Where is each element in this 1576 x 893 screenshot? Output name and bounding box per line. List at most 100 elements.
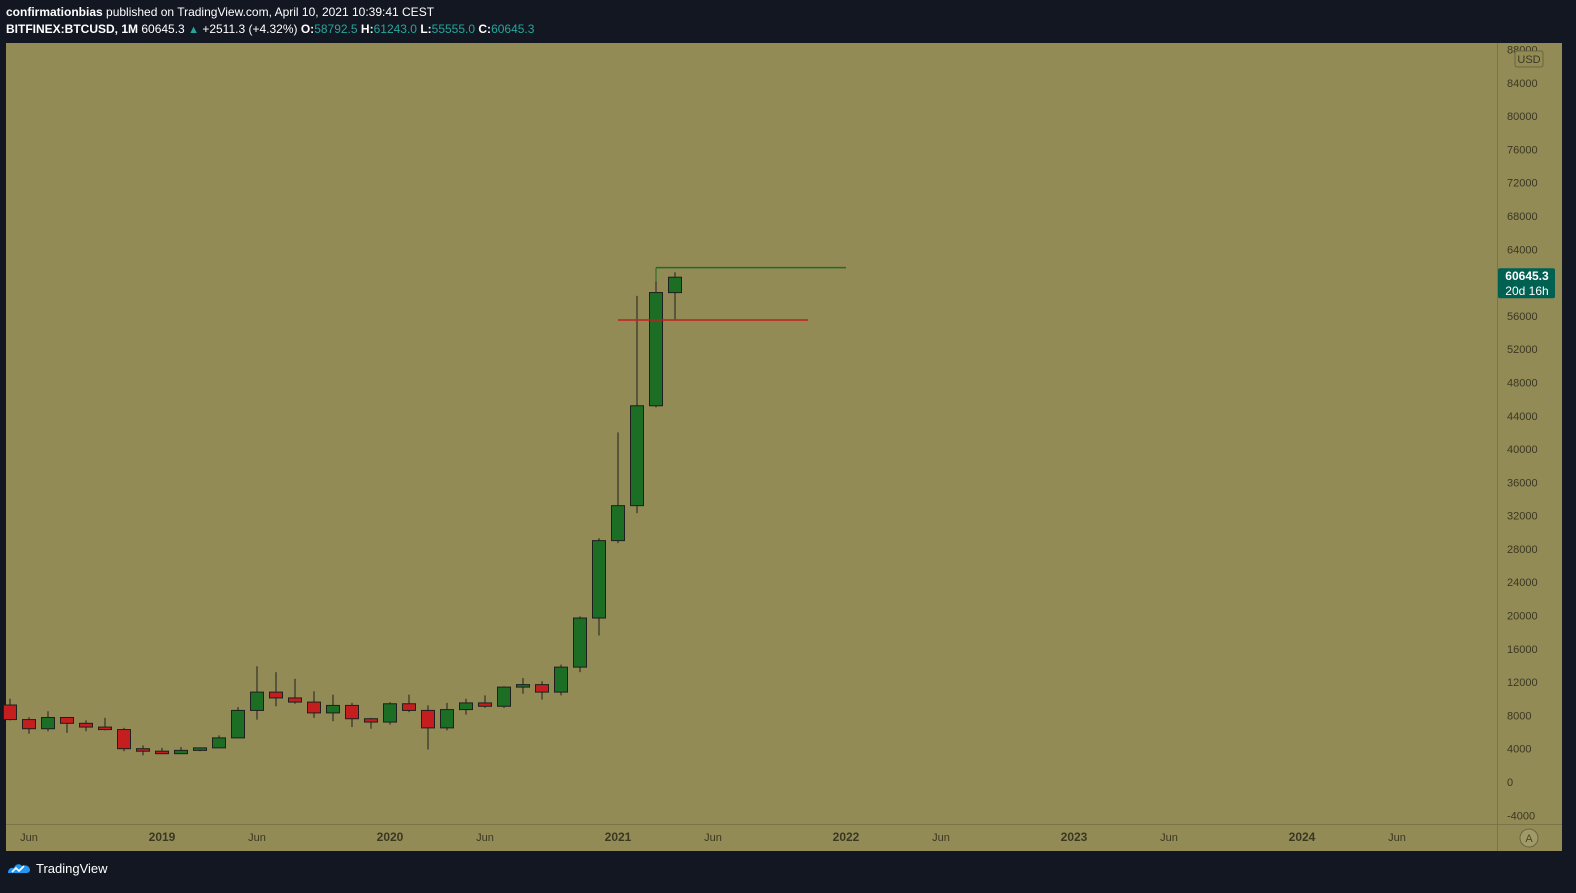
candle[interactable] <box>22 717 36 734</box>
price-tick-label: 44000 <box>1507 411 1538 423</box>
price-tick-label: 84000 <box>1507 78 1538 90</box>
candle[interactable] <box>136 745 150 756</box>
candle[interactable] <box>79 720 93 732</box>
candle[interactable] <box>193 747 207 752</box>
candle-body-up <box>459 702 473 711</box>
currency-label: USD <box>1517 54 1540 66</box>
up-arrow-icon: ▲ <box>188 24 199 36</box>
symbol-title[interactable]: BITFINEX:BTCUSD, 1M <box>6 22 138 36</box>
candle-body-down <box>364 718 378 723</box>
time-tick-label: Jun <box>20 832 38 844</box>
candle[interactable] <box>497 686 511 708</box>
candle-body-down <box>22 719 36 730</box>
candle-body-down <box>136 748 150 752</box>
candle[interactable] <box>554 664 568 696</box>
candle[interactable] <box>649 268 663 408</box>
candle[interactable] <box>288 678 302 704</box>
price-tick-label: 8000 <box>1507 710 1531 722</box>
candle[interactable] <box>459 698 473 715</box>
candle-body-up <box>231 709 245 739</box>
candle-body-up <box>649 292 663 407</box>
last-price-tag: 60645.3 20d 16h <box>1498 268 1555 299</box>
price-axis-area[interactable] <box>1498 43 1562 824</box>
candle-body-up <box>611 505 625 542</box>
author-name[interactable]: confirmationbias <box>6 5 103 19</box>
candle[interactable] <box>326 694 340 722</box>
low-value: 55555.0 <box>431 22 476 36</box>
high-label: H: <box>360 22 374 36</box>
auto-scale-label: A <box>1525 833 1533 845</box>
candle-body-down <box>478 702 492 707</box>
candle[interactable] <box>98 717 112 731</box>
candle-body-down <box>60 716 74 724</box>
candle-body-down <box>535 684 549 693</box>
candle[interactable] <box>364 717 378 729</box>
time-tick-label: 2023 <box>1061 830 1088 844</box>
candles-group <box>3 268 682 756</box>
publish-line: confirmationbias published on TradingVie… <box>6 5 434 19</box>
tradingview-footer[interactable]: TradingView <box>6 860 108 876</box>
candle[interactable] <box>383 702 397 725</box>
candle[interactable] <box>117 727 131 752</box>
price-tick-label: 64000 <box>1507 244 1538 256</box>
time-tick-label: Jun <box>1388 832 1406 844</box>
candle[interactable] <box>402 694 416 713</box>
candle-body-up <box>212 737 226 749</box>
price-tick-label: 4000 <box>1507 744 1531 756</box>
candle-body-up <box>497 686 511 707</box>
candle[interactable] <box>421 705 435 750</box>
candle-body-down <box>345 704 359 720</box>
price-tick-label: 36000 <box>1507 477 1538 489</box>
price-tick-label: -4000 <box>1507 810 1535 822</box>
symbol-legend: BITFINEX:BTCUSD, 1M 60645.3 ▲ +2511.3 (+… <box>6 22 534 36</box>
candle[interactable] <box>174 747 188 755</box>
time-axis-area[interactable] <box>6 825 1497 851</box>
candle-body-up <box>326 704 340 714</box>
open-label: O: <box>300 22 315 36</box>
candle-body-up <box>250 691 264 711</box>
candle[interactable] <box>155 747 169 755</box>
price-tick-label: 32000 <box>1507 511 1538 523</box>
candle[interactable] <box>307 691 321 718</box>
currency-badge[interactable] <box>1514 50 1544 68</box>
candle[interactable] <box>269 672 283 707</box>
candle-body-up <box>440 709 454 729</box>
last-price: 60645.3 <box>141 22 185 36</box>
candle[interactable] <box>611 432 625 544</box>
candle[interactable] <box>478 695 492 708</box>
candle-body-up <box>174 749 188 755</box>
candle[interactable] <box>573 616 587 673</box>
price-tick-label: 76000 <box>1507 144 1538 156</box>
close-label: C: <box>478 22 492 36</box>
low-label: L: <box>420 22 432 36</box>
candle-body-down <box>155 750 169 755</box>
price-tick-label: 56000 <box>1507 311 1538 323</box>
candle[interactable] <box>3 698 17 721</box>
candle[interactable] <box>250 666 264 720</box>
candle[interactable] <box>212 735 226 749</box>
candle-body-up <box>41 716 55 730</box>
time-tick-label: 2020 <box>377 830 404 844</box>
candle[interactable] <box>668 272 682 320</box>
candle[interactable] <box>535 681 549 700</box>
time-tick-label: 2024 <box>1289 830 1316 844</box>
candle[interactable] <box>630 295 644 514</box>
candle[interactable] <box>440 702 454 731</box>
annotations-group <box>618 266 846 321</box>
candle-body-down <box>3 704 17 721</box>
candle[interactable] <box>345 702 359 728</box>
candle-body-down <box>269 691 283 699</box>
price-tag-box <box>1498 268 1555 299</box>
candle[interactable] <box>592 538 606 636</box>
price-tick-label: 16000 <box>1507 644 1538 656</box>
candle[interactable] <box>41 711 55 732</box>
price-tick-label: 28000 <box>1507 544 1538 556</box>
high-value: 61243.0 <box>373 22 417 36</box>
candle[interactable] <box>60 716 74 733</box>
candle[interactable] <box>231 707 245 739</box>
plot-area[interactable] <box>6 43 1497 824</box>
candle[interactable] <box>516 677 530 694</box>
auto-scale-button[interactable] <box>1519 828 1539 848</box>
candle-body-down <box>288 697 302 703</box>
